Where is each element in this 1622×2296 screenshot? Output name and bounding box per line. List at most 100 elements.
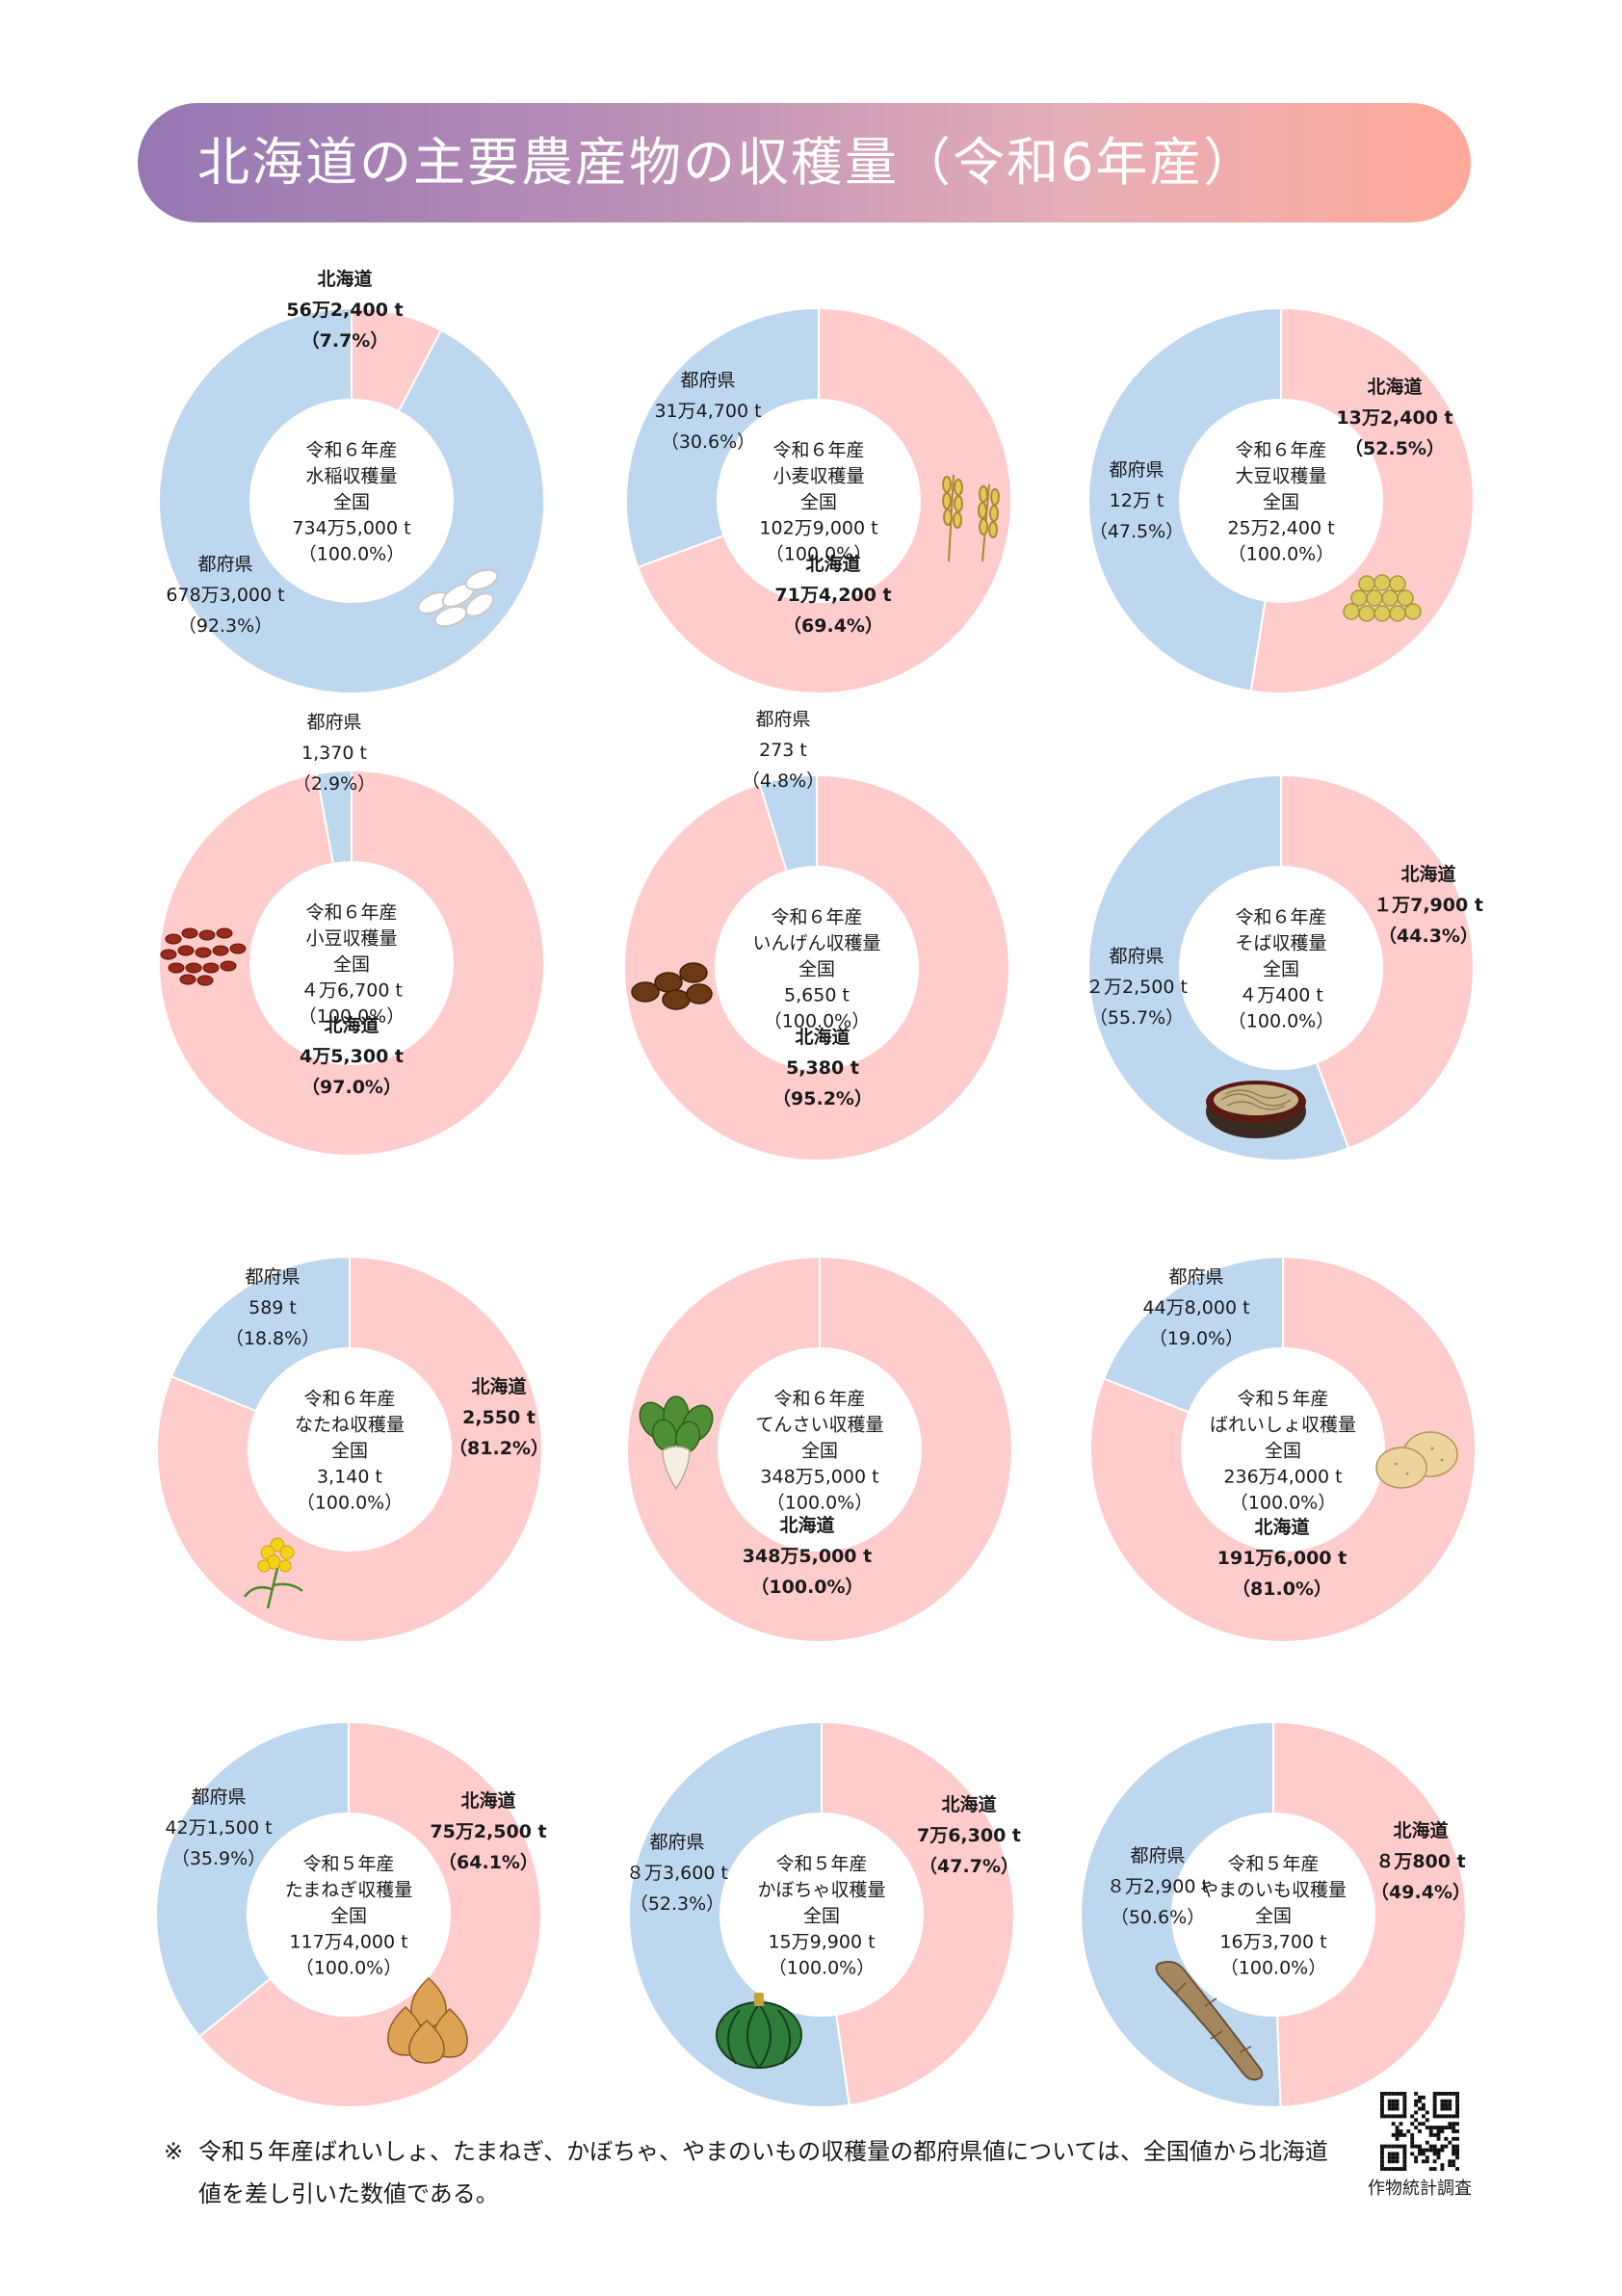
label-name: 都府県: [306, 712, 362, 733]
label-share: （81.0%）: [1232, 1578, 1332, 1600]
label-share: （97.0%）: [301, 1077, 402, 1098]
center-total-share-label: （100.0%）: [768, 1957, 876, 1979]
center-national-label: 全国: [799, 491, 837, 513]
label-name: 都府県: [1130, 1845, 1186, 1866]
soba-noodles-icon: [1206, 1081, 1306, 1138]
label-amount: ８万3,600 t: [626, 1863, 728, 1884]
pumpkin-icon: [716, 1993, 802, 2069]
label-name: 都府県: [191, 1787, 247, 1808]
center-total-share-label: （100.0%）: [298, 1005, 406, 1028]
title-banner: 北海道の主要農産物の収穫量（令和6年産）: [138, 103, 1471, 222]
hokkaido-label: 北海道 348万5,000 t （100.0%）: [743, 1510, 872, 1603]
hokkaido-label: 北海道 5,380 t （95.2%）: [772, 1022, 873, 1114]
label-share: （47.7%）: [919, 1856, 1019, 1877]
qr-caption: 作物統計調査: [1368, 2179, 1472, 2199]
center-title: かぼちゃ収穫量: [757, 1879, 886, 1901]
label-amount: 348万5,000 t: [742, 1546, 873, 1567]
prefectures-label: 都府県 31万4,700 t （30.6%）: [654, 365, 761, 457]
label-name: 北海道: [1254, 1517, 1310, 1538]
label-name: 北海道: [941, 1794, 997, 1815]
center-title: いんげん収穫量: [752, 932, 881, 954]
label-name: 北海道: [805, 554, 861, 575]
center-total-label: 5,650 t: [784, 984, 850, 1006]
prefectures-label: 都府県 ８万3,600 t （52.3%）: [626, 1827, 728, 1919]
center-national-label: 全国: [802, 1905, 841, 1927]
footnote-mark: ※: [164, 2138, 184, 2165]
prefectures-label: 都府県 273 t （4.8%）: [742, 704, 824, 796]
center-total-share-label: （100.0%）: [1219, 1957, 1327, 1979]
center-total-label: 734万5,000 t: [292, 517, 411, 539]
footnote: ※ 令和５年産ばれいしょ、たまねぎ、かぼちゃ、やまのいもの収穫量の都府県値につい…: [164, 2130, 1339, 2215]
label-amount: 75万2,500 t: [430, 1821, 547, 1842]
potatoes-icon: [1375, 1431, 1458, 1489]
center-title: そば収穫量: [1235, 932, 1327, 954]
label-share: （47.5%）: [1088, 521, 1185, 542]
label-amount: 42万1,500 t: [165, 1817, 273, 1839]
center-national-label: 全国: [798, 958, 836, 980]
center-title: ばれいしょ収穫量: [1209, 1414, 1357, 1436]
center-year-label: 令和６年産: [305, 901, 398, 924]
center-total-label: 3,140 t: [317, 1466, 382, 1488]
label-name: 北海道: [1393, 1820, 1449, 1841]
prefectures-label: 都府県 42万1,500 t （35.9%）: [165, 1782, 272, 1874]
prefectures-label: 都府県 1,370 t （2.9%）: [293, 707, 376, 799]
label-share: （18.8%）: [224, 1328, 321, 1349]
hokkaido-label: 北海道 4万5,300 t （97.0%）: [300, 1010, 404, 1103]
label-amount: 273 t: [759, 740, 807, 761]
center-total-label: 16万3,700 t: [1219, 1931, 1327, 1953]
label-share: （52.3%）: [629, 1893, 725, 1915]
label-name: 都府県: [245, 1266, 301, 1288]
page-title: 北海道の主要農産物の収穫量（令和6年産）: [197, 132, 1258, 193]
center-national-label: 全国: [1262, 491, 1299, 513]
center-total-share-label: （100.0%）: [298, 543, 406, 565]
center-year-label: 令和５年産: [775, 1853, 868, 1875]
center-total-share-label: （100.0%）: [763, 1010, 871, 1032]
center-title: なたね収穫量: [294, 1414, 406, 1436]
label-name: 北海道: [324, 1015, 379, 1036]
rice-grains-icon: [417, 568, 499, 628]
hokkaido-label: 北海道 56万2,400 t （7.7%）: [286, 264, 403, 356]
yam-icon: [1155, 1961, 1264, 2081]
qr-code-icon[interactable]: [1380, 2092, 1459, 2171]
label-amount: 7万6,300 t: [916, 1825, 1022, 1846]
onions-icon: [387, 1976, 468, 2064]
label-amount: 678万3,000 t: [166, 585, 285, 606]
prefectures-label: 都府県 678万3,000 t （92.3%）: [166, 549, 284, 641]
center-national-label: 全国: [1254, 1905, 1293, 1927]
center-national-label: 全国: [1262, 958, 1300, 980]
kidney-beans-icon: [631, 962, 713, 1010]
chart-center-label: 令和６年産 なたね収穫量 全国 3,140 t （100.0%）: [295, 1387, 405, 1517]
center-national-label: 全国: [800, 1440, 839, 1462]
center-title: 水稲収穫量: [305, 465, 398, 487]
label-share: （19.0%）: [1148, 1328, 1244, 1349]
label-name: 北海道: [795, 1027, 850, 1048]
chart-center-label: 令和６年産 そば収穫量 全国 ４万400 t （100.0%）: [1228, 905, 1334, 1035]
label-share: （50.6%）: [1110, 1907, 1206, 1928]
center-total-label: 102万9,000 t: [759, 517, 878, 539]
center-total-share-label: （100.0%）: [1227, 543, 1335, 565]
center-total-label: 15万9,900 t: [768, 1931, 876, 1953]
soybeans-icon: [1343, 574, 1422, 622]
center-title: たまねぎ収穫量: [284, 1879, 413, 1901]
chart-center-label: 令和５年産 やまのいも収穫量 全国 16万3,700 t （100.0%）: [1200, 1852, 1347, 1982]
chart-center-label: 令和６年産 てんさい収穫量 全国 348万5,000 t （100.0%）: [755, 1387, 883, 1517]
label-name: 都府県: [649, 1832, 705, 1853]
label-share: （44.3%）: [1378, 926, 1478, 947]
center-total-label: 117万4,000 t: [289, 1931, 408, 1953]
label-amount: 1,370 t: [301, 743, 367, 764]
label-share: （49.4%）: [1371, 1882, 1471, 1903]
label-amount: ８万2,900 t: [1107, 1876, 1209, 1897]
prefectures-label: 都府県 ８万2,900 t （50.6%）: [1107, 1840, 1209, 1933]
center-title: やまのいも収穫量: [1199, 1879, 1347, 1901]
center-year-label: 令和５年産: [302, 1853, 395, 1875]
label-amount: 31万4,700 t: [654, 401, 762, 422]
chart-center-label: 令和６年産 大豆収穫量 全国 25万2,400 t （100.0%）: [1227, 438, 1334, 568]
label-name: 都府県: [1109, 459, 1164, 481]
center-national-label: 全国: [329, 1905, 367, 1927]
label-amount: 4万5,300 t: [299, 1046, 405, 1067]
label-name: 都府県: [1109, 946, 1164, 967]
label-name: 北海道: [460, 1790, 516, 1812]
hokkaido-label: 北海道 7万6,300 t （47.7%）: [917, 1789, 1021, 1882]
chart-center-label: 令和６年産 小麦収穫量 全国 102万9,000 t （100.0%）: [759, 438, 877, 568]
chart-center-label: 令和５年産 たまねぎ収穫量 全国 117万4,000 t （100.0%）: [285, 1852, 412, 1982]
